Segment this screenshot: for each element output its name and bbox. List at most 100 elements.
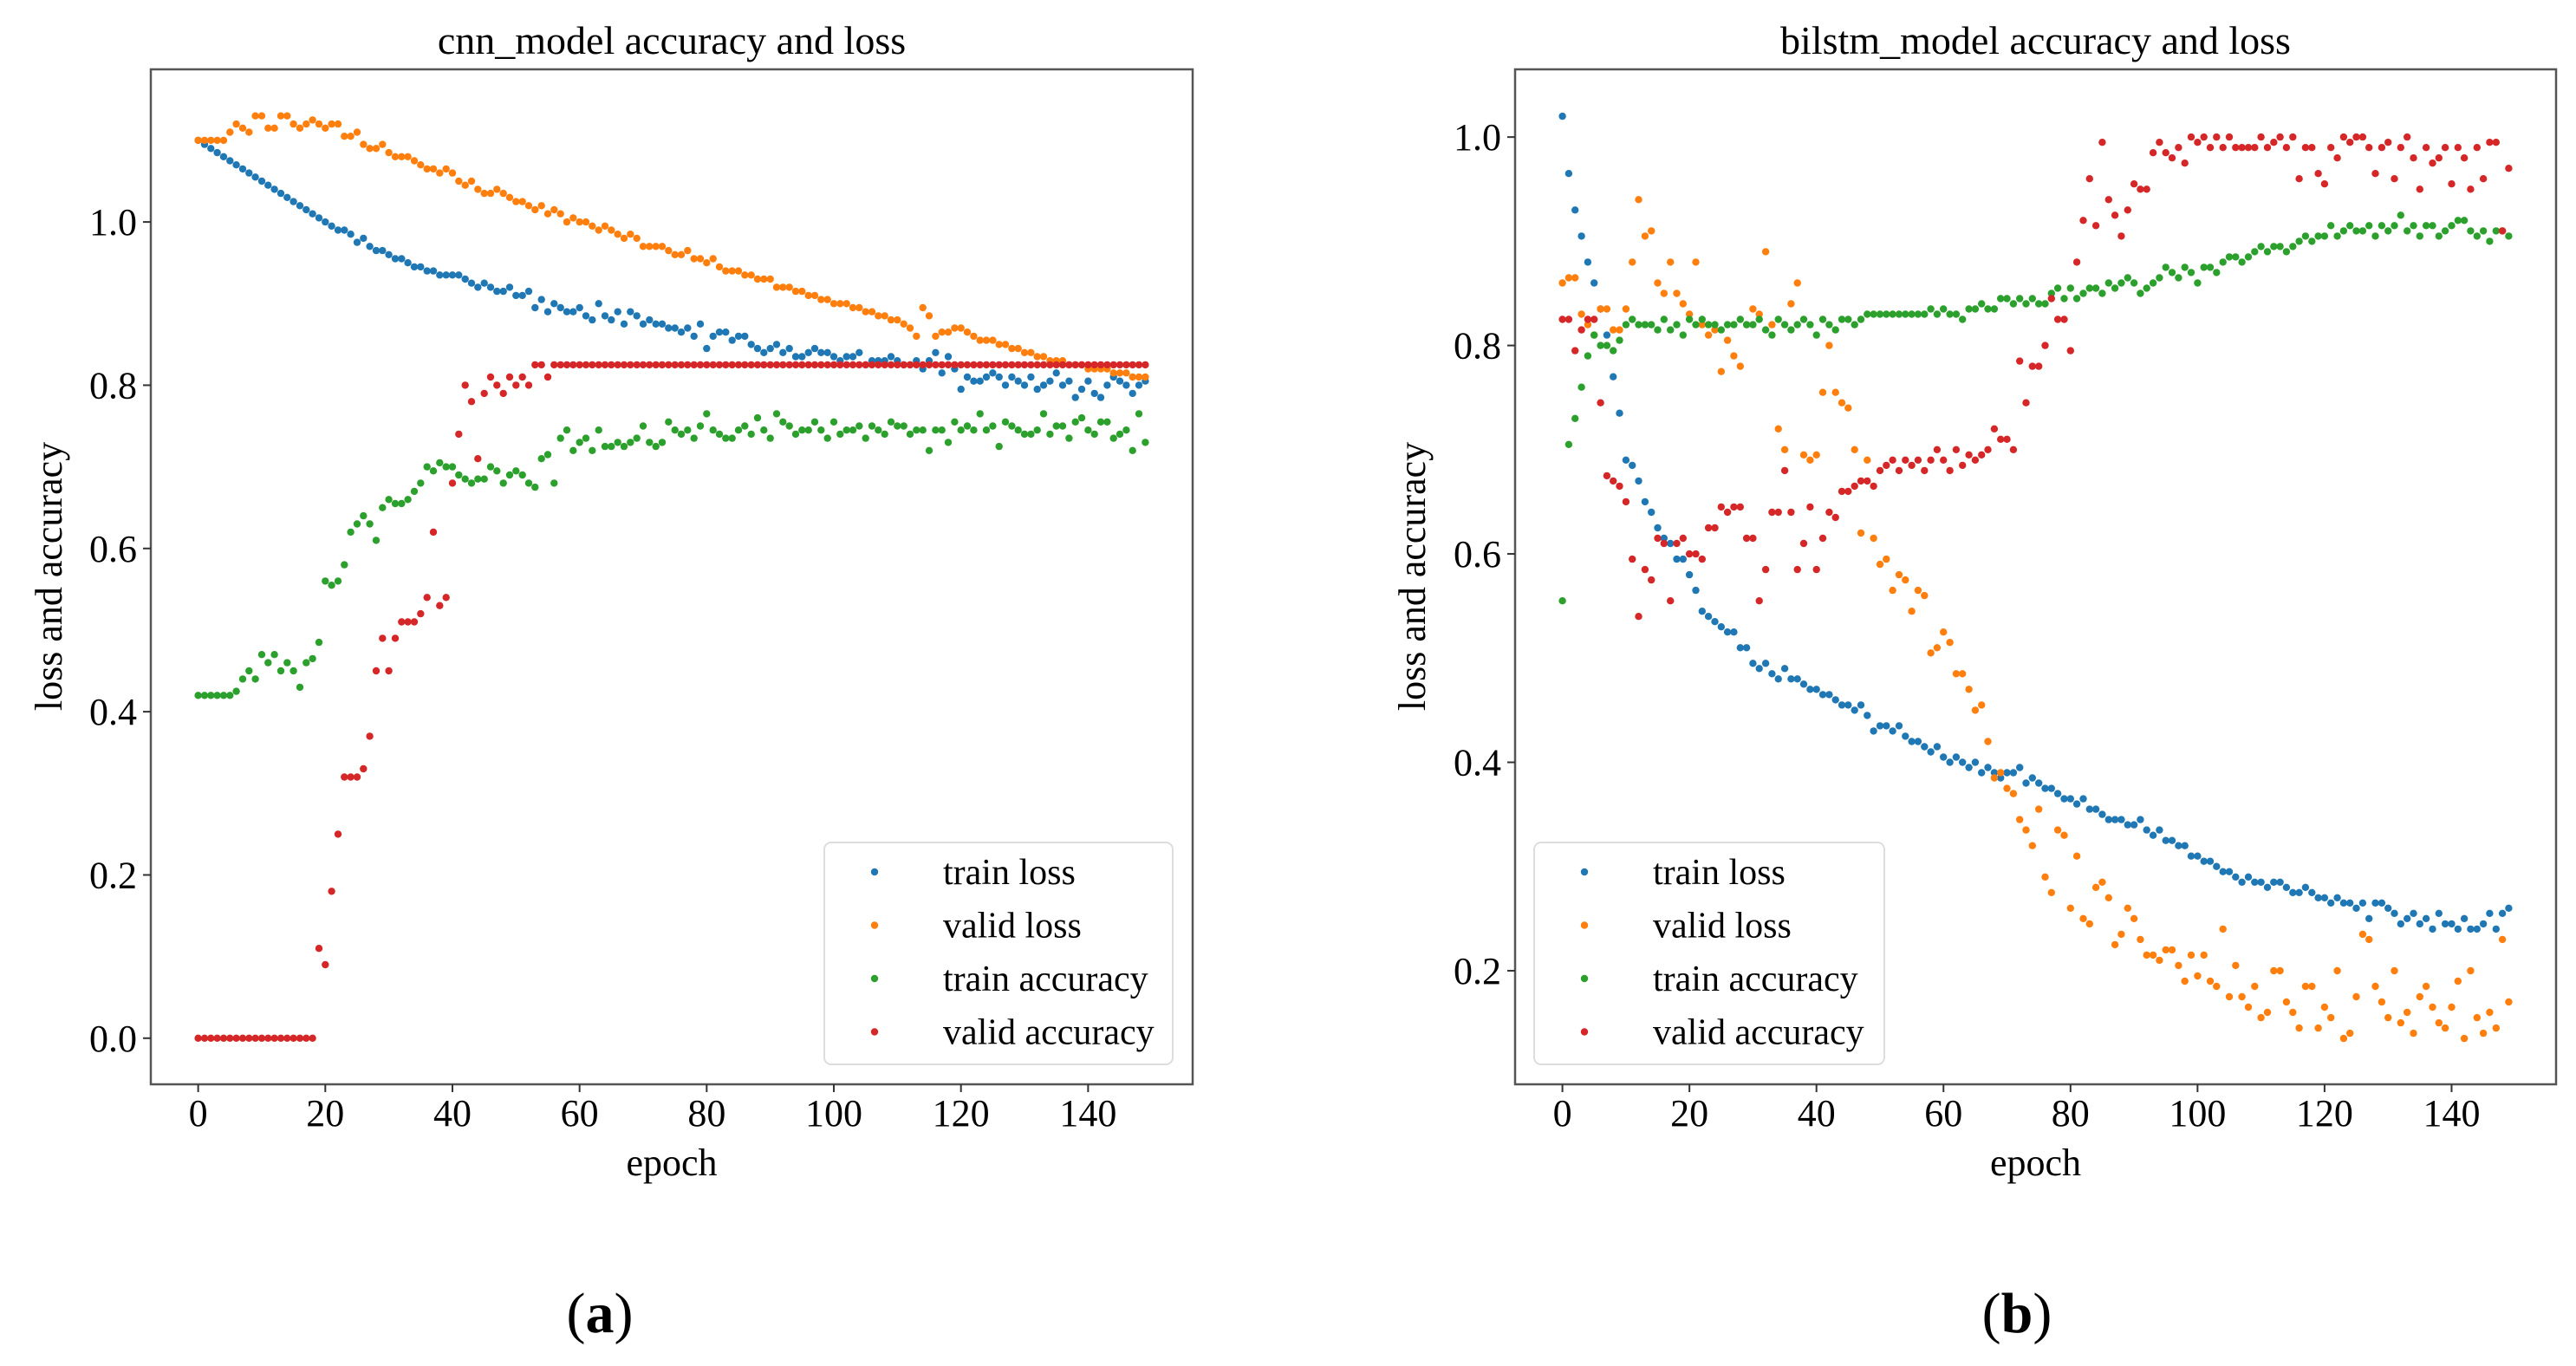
data-point <box>1876 560 1884 569</box>
data-point <box>995 373 1003 381</box>
y-tick-label: 0.2 <box>1454 950 1501 992</box>
data-point <box>207 145 215 153</box>
data-point <box>1914 738 1922 745</box>
data-point <box>2162 263 2169 271</box>
data-point <box>1857 529 1865 537</box>
data-point <box>2371 899 2379 907</box>
data-point <box>601 222 609 230</box>
data-point <box>1825 691 1833 699</box>
data-point <box>2041 300 2049 308</box>
data-point <box>1755 597 1763 605</box>
data-point <box>2041 873 2049 881</box>
data-point <box>2098 139 2106 146</box>
data-point <box>1071 361 1079 369</box>
data-point <box>213 692 221 699</box>
data-point <box>531 205 539 214</box>
data-point <box>1109 369 1117 377</box>
data-point <box>862 308 869 315</box>
data-point <box>1831 326 1839 334</box>
data-point <box>1902 732 1909 740</box>
data-point <box>322 960 329 969</box>
data-point <box>436 602 444 609</box>
data-point <box>1755 310 1763 318</box>
data-point <box>232 1034 240 1043</box>
data-point <box>2072 295 2081 302</box>
data-point <box>2104 894 2112 902</box>
data-point <box>2137 935 2144 944</box>
data-point <box>601 442 609 451</box>
data-point <box>2232 144 2240 152</box>
y-axis-label: loss and accuracy <box>28 442 70 711</box>
data-point <box>505 283 514 291</box>
data-point <box>1971 305 1980 313</box>
data-point <box>2016 295 2024 302</box>
data-point <box>455 177 463 185</box>
data-point <box>1933 446 1942 453</box>
data-point <box>2238 992 2246 1001</box>
data-point <box>2454 977 2462 985</box>
data-point <box>417 609 425 618</box>
data-point <box>1793 321 1801 328</box>
data-point <box>391 634 400 642</box>
data-point <box>2441 1024 2449 1032</box>
data-point <box>1667 326 1675 334</box>
data-point <box>817 361 825 369</box>
data-point <box>341 561 348 569</box>
data-point <box>2098 289 2106 297</box>
data-point <box>1008 361 1016 369</box>
data-point <box>1780 665 1789 673</box>
data-point <box>2232 873 2240 881</box>
chart-cnn: cnn_model accuracy and loss 0 20 40 60 80 100 1… <box>28 18 1194 1184</box>
data-point <box>372 537 381 544</box>
data-point <box>2162 836 2169 844</box>
data-point <box>1940 305 1948 313</box>
data-point <box>404 618 412 626</box>
data-point <box>1571 347 1579 355</box>
data-point <box>563 308 571 315</box>
data-point <box>2263 144 2272 152</box>
data-point <box>938 426 946 434</box>
data-point <box>2505 998 2513 1006</box>
data-point <box>2079 795 2087 803</box>
data-point <box>219 1034 228 1043</box>
data-point <box>829 353 838 361</box>
data-point <box>1723 508 1732 517</box>
data-point <box>219 692 228 699</box>
data-point <box>404 259 412 267</box>
data-point <box>1774 508 1782 517</box>
data-point <box>474 475 482 483</box>
data-point <box>1135 373 1143 381</box>
data-point <box>957 426 965 434</box>
data-point <box>251 173 259 181</box>
data-point <box>1799 315 1808 323</box>
data-point <box>309 210 316 218</box>
data-point <box>2498 935 2507 944</box>
data-point <box>2358 930 2367 939</box>
data-point <box>2175 274 2182 282</box>
data-point <box>703 259 711 267</box>
data-point <box>360 511 368 520</box>
data-point <box>2035 779 2043 787</box>
data-point <box>2137 289 2144 297</box>
data-point <box>1723 336 1732 344</box>
data-point <box>1052 422 1060 430</box>
data-point <box>747 361 755 369</box>
data-point <box>1122 381 1130 389</box>
data-point <box>2028 362 2036 370</box>
data-point <box>1895 466 1903 475</box>
data-point <box>677 328 686 336</box>
data-point <box>385 496 393 504</box>
data-point <box>1749 534 1757 543</box>
data-point <box>1558 112 1566 120</box>
data-point <box>2276 878 2284 886</box>
data-point <box>849 361 857 369</box>
data-point <box>2130 279 2138 287</box>
data-point <box>1997 435 2005 443</box>
data-point <box>1761 248 1770 256</box>
data-point <box>2124 904 2131 913</box>
data-point <box>455 471 463 479</box>
data-point <box>791 353 800 361</box>
data-point <box>1071 418 1079 426</box>
data-point <box>963 422 972 430</box>
data-point <box>2181 159 2189 167</box>
